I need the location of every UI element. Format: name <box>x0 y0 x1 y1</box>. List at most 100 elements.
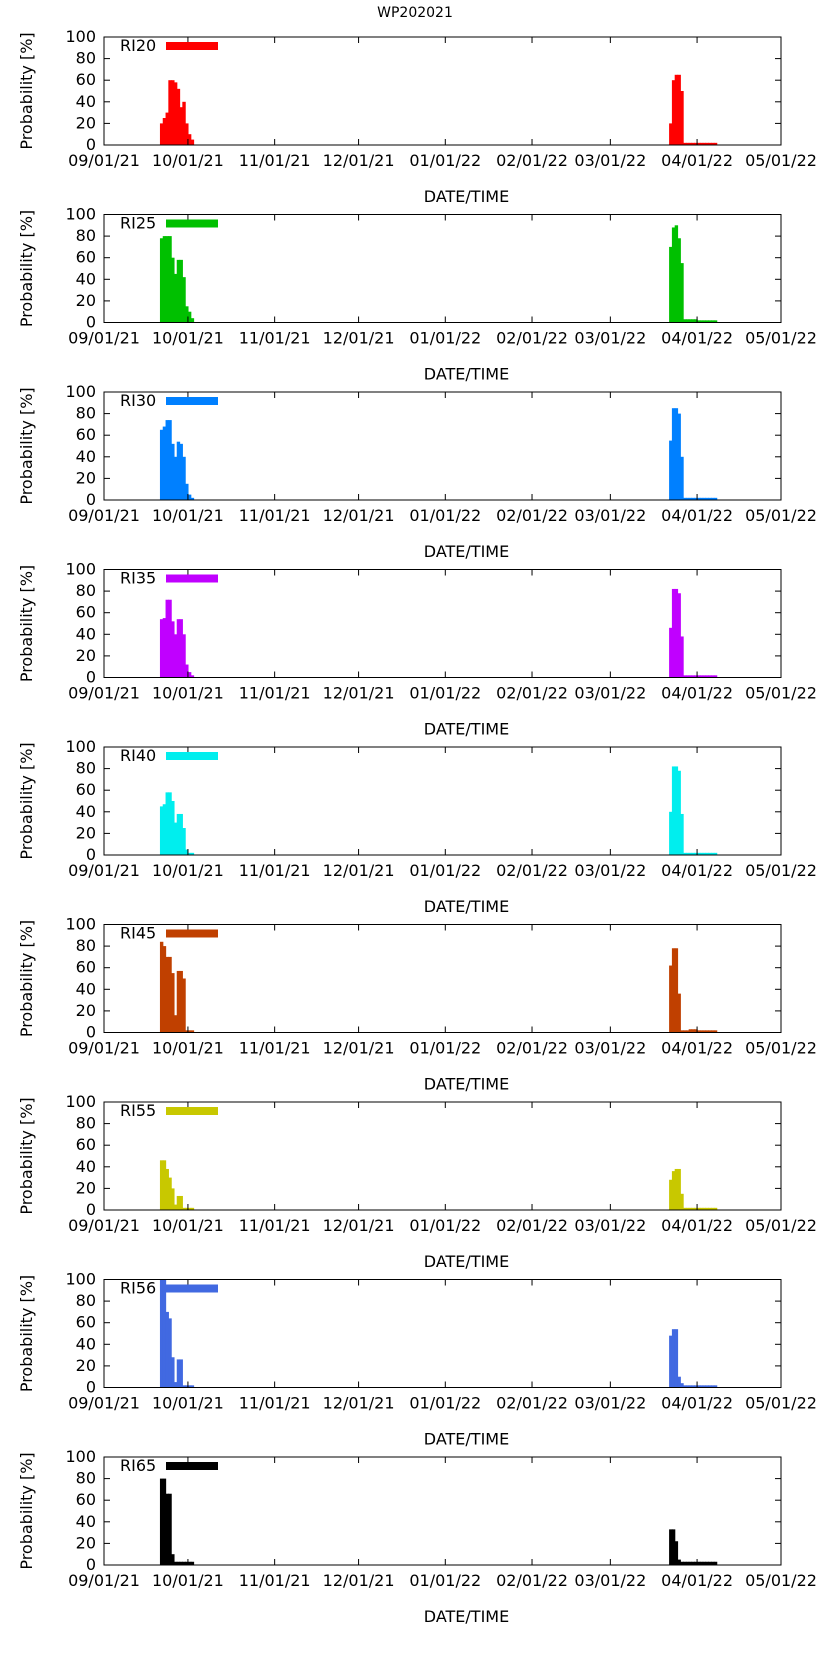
bar <box>683 142 687 145</box>
chart-panel-ri35: 0 20 40 60 80 100 09/01/21 10/01/21 11/01/21 12/0… <box>17 560 817 739</box>
bar <box>685 1561 690 1565</box>
bar <box>669 965 673 1033</box>
bar <box>182 456 186 500</box>
legend-label: RI20 <box>120 36 156 55</box>
y-tick-label: 40 <box>76 92 96 111</box>
bar <box>674 948 679 1033</box>
x-tick-label: 12/01/21 <box>323 1039 395 1058</box>
y-tick-label: 20 <box>76 1178 96 1197</box>
x-tick-label: 09/01/21 <box>68 329 140 348</box>
y-tick-label: 60 <box>76 603 96 622</box>
x-tick-label: 01/01/22 <box>409 1216 481 1235</box>
x-tick-label: 09/01/21 <box>68 506 140 525</box>
bar <box>168 420 172 500</box>
bar <box>680 456 684 500</box>
bar <box>680 91 684 145</box>
bar <box>677 1376 681 1388</box>
bar <box>683 1385 687 1388</box>
bar <box>190 1030 195 1033</box>
bar <box>187 134 192 145</box>
bar <box>694 497 698 500</box>
bar <box>713 675 718 678</box>
x-tick-label: 10/01/21 <box>152 1571 224 1590</box>
bar <box>182 277 186 323</box>
bar <box>173 634 178 678</box>
bar <box>182 101 186 145</box>
x-tick-label: 09/01/21 <box>68 684 140 703</box>
bar <box>171 1357 175 1388</box>
y-tick-label: 40 <box>76 447 96 466</box>
bar <box>165 956 169 1033</box>
bar <box>173 1561 178 1565</box>
bar <box>669 1529 673 1565</box>
bar <box>699 675 704 678</box>
bar <box>697 142 701 145</box>
x-tick-label: 02/01/22 <box>496 684 568 703</box>
x-tick-label: 12/01/21 <box>323 1571 395 1590</box>
y-tick-label: 100 <box>65 382 96 401</box>
y-tick-label: 0 <box>86 1200 96 1219</box>
bar <box>708 1030 712 1033</box>
x-tick-label: 04/01/22 <box>661 1571 733 1590</box>
y-axis-label: Probability [%] <box>17 565 36 682</box>
y-tick-label: 0 <box>86 313 96 332</box>
x-tick-label: 04/01/22 <box>661 861 733 880</box>
x-tick-label: 12/01/21 <box>323 1216 395 1235</box>
bar <box>677 770 681 855</box>
chart-panels: 0 20 40 60 80 100 09/01/21 10/01/21 11/01/21 12/0… <box>17 27 817 1626</box>
y-tick-label: 100 <box>65 560 96 579</box>
bar <box>708 142 712 145</box>
bar <box>697 1030 701 1033</box>
bar <box>159 941 164 1033</box>
bar <box>165 112 169 145</box>
legend-swatch <box>166 574 218 583</box>
bar <box>185 849 189 855</box>
plot-frame <box>103 1456 782 1566</box>
bar <box>182 1561 186 1565</box>
x-tick-label: 01/01/22 <box>409 151 481 170</box>
bar <box>187 494 192 500</box>
bar <box>187 672 192 678</box>
legend-label: RI65 <box>120 1456 156 1475</box>
bar <box>702 142 707 145</box>
bar <box>171 1188 175 1210</box>
bar <box>179 813 183 855</box>
bar <box>702 1385 707 1388</box>
bar <box>176 970 181 1033</box>
bar <box>705 1385 709 1388</box>
x-tick-label: 03/01/22 <box>574 684 646 703</box>
bar <box>674 74 679 145</box>
bar <box>713 1561 718 1565</box>
bar <box>669 440 673 500</box>
bar <box>669 627 673 678</box>
bar <box>711 1561 715 1565</box>
bar <box>671 227 676 323</box>
bar <box>685 142 690 145</box>
bar <box>688 1561 693 1565</box>
bar <box>691 319 695 323</box>
x-tick-label: 05/01/22 <box>745 506 817 525</box>
y-tick-label: 40 <box>76 1512 96 1531</box>
x-tick-label: 09/01/21 <box>68 1394 140 1413</box>
bar <box>190 1207 195 1210</box>
bar <box>680 1383 684 1388</box>
bar <box>182 828 186 855</box>
y-tick-label: 100 <box>65 27 96 46</box>
x-tick-label: 05/01/22 <box>745 1216 817 1235</box>
bar <box>171 443 175 500</box>
bar <box>685 1385 690 1388</box>
x-tick-label: 01/01/22 <box>409 329 481 348</box>
bar <box>162 946 167 1033</box>
bar <box>671 766 676 855</box>
bar <box>691 142 695 145</box>
bar <box>694 1561 698 1565</box>
bar <box>697 1385 701 1388</box>
y-tick-label: 60 <box>76 425 96 444</box>
bar <box>179 970 183 1033</box>
bar <box>688 675 693 678</box>
x-tick-label: 11/01/21 <box>239 861 311 880</box>
bar <box>171 973 175 1033</box>
bar <box>699 497 704 500</box>
bar <box>187 1561 192 1565</box>
bar <box>185 1030 189 1033</box>
